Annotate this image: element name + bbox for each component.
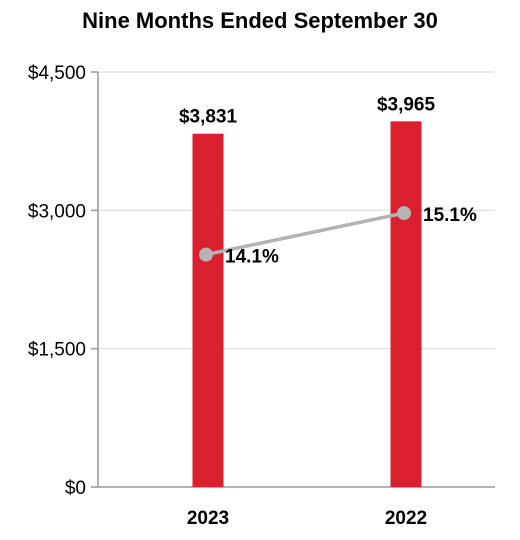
bar — [192, 133, 224, 488]
bar-value-label: $3,965 — [377, 94, 436, 115]
y-tick-label: $1,500 — [28, 340, 86, 361]
percentage-point — [397, 206, 411, 221]
bar-value-label: $3,831 — [179, 107, 238, 128]
category-label: 2022 — [385, 508, 427, 529]
labels: $3,831 2023 $3,965 2022 14.1% 15.1% — [179, 94, 477, 529]
chart-title: Nine Months Ended September 30 — [82, 8, 438, 33]
percentage-label: 15.1% — [423, 205, 477, 226]
percentage-line — [199, 206, 411, 262]
percentage-label: 14.1% — [225, 247, 279, 268]
y-tick-label: $3,000 — [28, 201, 86, 222]
grid-lines — [98, 71, 495, 350]
category-label: 2023 — [187, 508, 229, 529]
percentage-line-path — [205, 211, 405, 257]
bar — [390, 121, 422, 487]
y-tick-label: $4,500 — [28, 63, 86, 84]
y-axis: $0 $1,500 $3,000 $4,500 — [28, 63, 495, 499]
bars — [192, 121, 422, 488]
percentage-point — [199, 247, 213, 262]
y-tick-label: $0 — [65, 478, 86, 499]
